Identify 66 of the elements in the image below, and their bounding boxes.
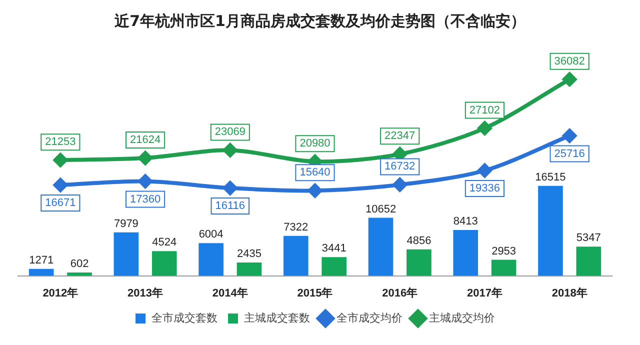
bar bbox=[152, 251, 177, 276]
data-label: 17360 bbox=[130, 193, 161, 206]
point bbox=[562, 72, 577, 86]
point bbox=[53, 178, 68, 192]
bar bbox=[198, 243, 224, 276]
x-tick-label: 2016年 bbox=[382, 286, 418, 300]
data-label: 2435 bbox=[236, 248, 262, 260]
legend-label: 主城成交套数 bbox=[244, 312, 310, 325]
point bbox=[478, 121, 492, 136]
point bbox=[223, 181, 238, 196]
data-label: 16671 bbox=[45, 197, 76, 210]
data-label: 7322 bbox=[284, 221, 308, 234]
data-label: 27102 bbox=[469, 104, 500, 116]
data-label: 15640 bbox=[300, 166, 330, 179]
bar bbox=[538, 186, 563, 276]
bar bbox=[236, 262, 262, 276]
data-label: 7979 bbox=[114, 218, 138, 230]
bar bbox=[283, 236, 308, 276]
data-label: 6004 bbox=[198, 228, 224, 241]
data-label: 602 bbox=[70, 258, 89, 270]
data-label: 5347 bbox=[576, 232, 601, 244]
bar bbox=[368, 218, 394, 276]
point bbox=[308, 184, 322, 198]
data-label: 21624 bbox=[130, 134, 161, 146]
point bbox=[562, 128, 577, 143]
bar bbox=[28, 268, 54, 276]
data-label: 25716 bbox=[554, 148, 585, 160]
bar bbox=[576, 246, 602, 276]
point bbox=[478, 164, 492, 178]
x-tick-label: 2014年 bbox=[212, 286, 248, 300]
bar bbox=[453, 230, 478, 276]
data-label: 3441 bbox=[322, 242, 346, 255]
data-label: 23069 bbox=[214, 126, 246, 138]
data-label: 16515 bbox=[535, 171, 566, 184]
data-label: 19336 bbox=[469, 182, 500, 195]
point bbox=[223, 143, 238, 158]
data-label: 4524 bbox=[152, 236, 177, 249]
legend-label: 全市成交套数 bbox=[152, 312, 218, 325]
point bbox=[138, 174, 152, 188]
bar bbox=[67, 272, 92, 276]
data-label: 21253 bbox=[45, 136, 76, 148]
data-label: 16732 bbox=[384, 160, 416, 173]
point bbox=[53, 153, 68, 168]
data-label: 10652 bbox=[365, 203, 396, 216]
data-label: 2953 bbox=[492, 245, 516, 258]
bar bbox=[322, 257, 347, 276]
chart-title: 近7年杭州市区1月商品房成交套数及均价走势图（不含临安） bbox=[114, 11, 526, 32]
data-label: 16116 bbox=[215, 200, 246, 212]
x-tick-label: 2013年 bbox=[128, 286, 164, 300]
data-label: 20980 bbox=[300, 138, 330, 150]
bar bbox=[406, 249, 432, 276]
data-label: 22347 bbox=[384, 130, 416, 142]
legend-label: 全市成交均价 bbox=[336, 312, 402, 325]
data-label: 4856 bbox=[406, 234, 432, 247]
x-tick-label: 2017年 bbox=[466, 286, 502, 300]
data-label: 8413 bbox=[453, 216, 478, 228]
data-label: 36082 bbox=[554, 55, 585, 68]
legend-label: 主城成交均价 bbox=[429, 312, 495, 325]
x-tick-label: 2015年 bbox=[297, 286, 333, 300]
point bbox=[138, 151, 152, 166]
data-label: 1271 bbox=[29, 254, 54, 266]
bar bbox=[114, 232, 139, 276]
x-tick-label: 2012年 bbox=[42, 286, 78, 300]
point bbox=[392, 178, 407, 192]
bar bbox=[491, 260, 516, 276]
x-tick-label: 2018年 bbox=[552, 286, 588, 300]
